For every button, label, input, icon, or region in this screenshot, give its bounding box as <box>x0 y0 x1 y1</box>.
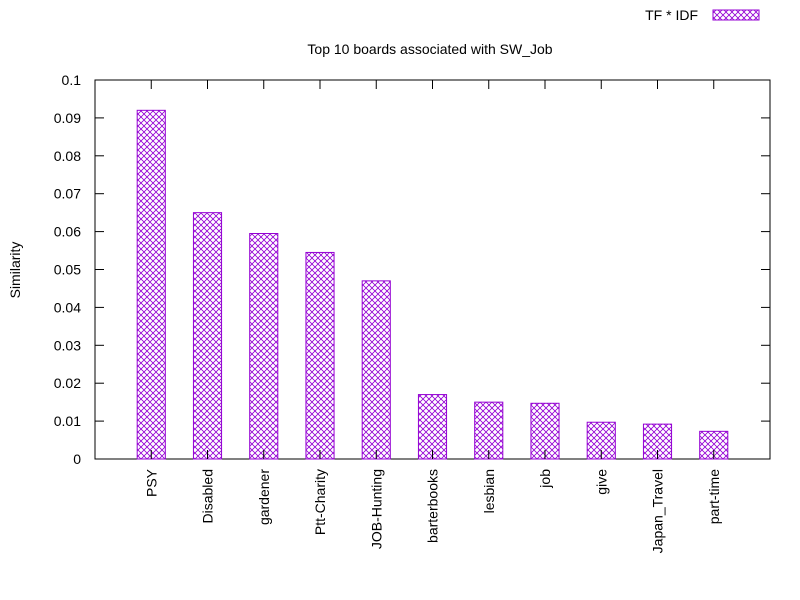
x-tick-label: JOB-Hunting <box>368 469 384 549</box>
x-tick-label: give <box>593 469 609 495</box>
x-tick-label: Disabled <box>200 469 216 523</box>
y-tick-label: 0.01 <box>54 413 81 429</box>
x-axis-tick-labels: PSY Disabled gardener Ptt-Charity JOB-Huntin… <box>143 80 722 553</box>
x-tick-label: lesbian <box>481 469 497 513</box>
y-tick-label: 0.03 <box>54 337 81 353</box>
y-tick-label: 0.06 <box>54 224 81 240</box>
y-tick-label: 0.1 <box>62 72 82 88</box>
y-tick-label: 0.07 <box>54 186 81 202</box>
bar-barterbooks <box>417 394 448 460</box>
bar-job-hunting <box>361 280 391 460</box>
chart-title: Top 10 boards associated with SW_Job <box>307 41 552 57</box>
bar-job <box>530 402 560 460</box>
bar-gardener <box>249 232 279 460</box>
bar-disabled <box>192 212 223 460</box>
y-axis-ticks: 0 0.01 0.02 0.03 0.04 0.05 0.06 0.07 0.08 0.09 0.1 <box>54 72 770 467</box>
x-tick-label: PSY <box>143 468 159 497</box>
x-tick-label: Japan_Travel <box>650 469 666 553</box>
legend: TF * IDF <box>645 7 760 23</box>
y-tick-label: 0.04 <box>54 299 81 315</box>
legend-swatch <box>712 9 760 21</box>
x-tick-label: Ptt-Charity <box>312 469 328 535</box>
bars <box>136 109 729 460</box>
y-tick-label: 0.02 <box>54 375 81 391</box>
x-tick-label: barterbooks <box>425 469 441 543</box>
x-tick-label: job <box>537 469 553 489</box>
y-tick-label: 0 <box>73 451 81 467</box>
y-tick-label: 0.08 <box>54 148 81 164</box>
bar-ptt-charity <box>305 251 335 460</box>
y-tick-label: 0.05 <box>54 262 81 278</box>
bar-psy <box>136 109 166 460</box>
y-tick-label: 0.09 <box>54 110 81 126</box>
x-tick-label: part-time <box>706 469 722 524</box>
x-tick-label: gardener <box>256 469 272 525</box>
y-axis-label: Similarity <box>7 242 23 299</box>
legend-label: TF * IDF <box>645 7 698 23</box>
